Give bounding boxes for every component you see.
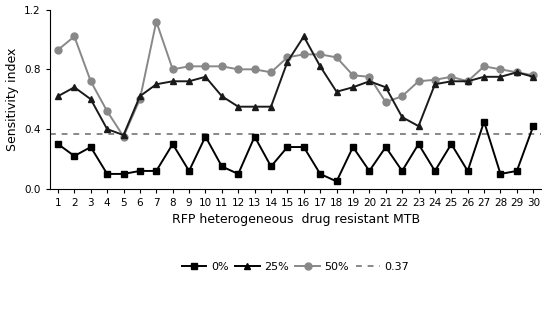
Y-axis label: Sensitivity index: Sensitivity index xyxy=(5,48,19,151)
Legend: 0%, 25%, 50%, 0.37: 0%, 25%, 50%, 0.37 xyxy=(178,258,414,277)
X-axis label: RFP heterogeneous  drug resistant MTB: RFP heterogeneous drug resistant MTB xyxy=(172,214,420,226)
